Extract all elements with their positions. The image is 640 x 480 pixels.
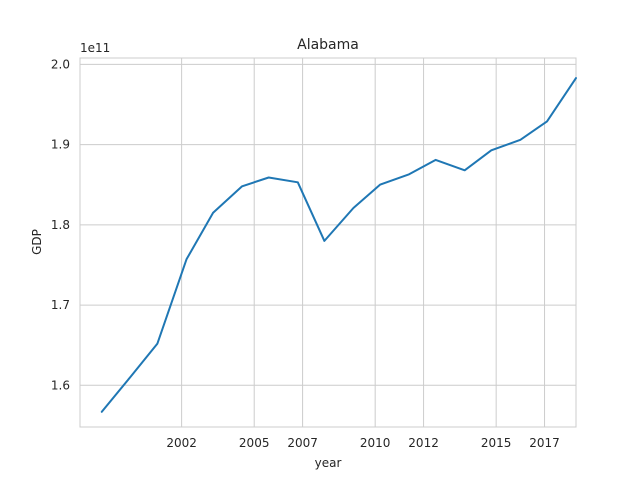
x-tick-label: 2015 <box>481 436 512 450</box>
x-tick-label: 2007 <box>287 436 318 450</box>
y-tick-label: 1.8 <box>51 218 70 232</box>
y-gridlines <box>80 63 576 386</box>
series-line <box>100 77 577 413</box>
x-gridlines <box>181 58 546 427</box>
x-tick-label: 2010 <box>360 436 391 450</box>
y-offset-label: 1e11 <box>80 41 110 55</box>
x-tick-label: 2012 <box>408 436 439 450</box>
plot-frame <box>79 57 577 428</box>
y-tick-label: 1.6 <box>51 378 70 392</box>
y-tick-label: 1.9 <box>51 138 70 152</box>
y-tick-labels: 1.6 1.7 1.8 1.9 2.0 <box>51 57 70 392</box>
x-tick-label: 2002 <box>166 436 197 450</box>
chart-title: Alabama <box>297 37 359 53</box>
y-tick-label: 1.7 <box>51 298 70 312</box>
x-tick-labels: 2002 2005 2007 2010 2012 2015 2017 <box>166 436 559 450</box>
x-axis-label: year <box>315 456 342 470</box>
x-tick-label: 2017 <box>529 436 560 450</box>
series-layer <box>100 77 577 413</box>
y-axis-label: GDP <box>30 229 44 255</box>
x-tick-label: 2005 <box>239 436 270 450</box>
y-tick-label: 2.0 <box>51 57 70 71</box>
